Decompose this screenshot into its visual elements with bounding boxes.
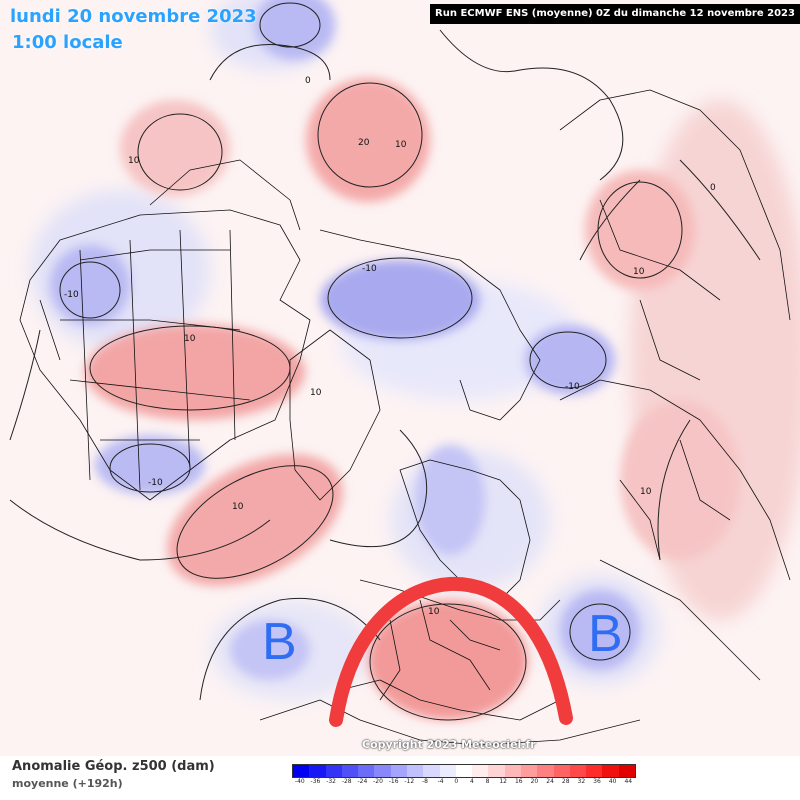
color-scale-tick: 24 xyxy=(546,778,554,785)
positive-anomaly-fields xyxy=(85,78,740,720)
color-scale-tick: -12 xyxy=(404,778,415,785)
anomaly-central-asia-ridge xyxy=(620,400,740,560)
color-scale-swatch xyxy=(439,765,456,777)
color-scale-swatch xyxy=(293,765,310,777)
color-scale-tick: 44 xyxy=(624,778,633,785)
contour-label: 10 xyxy=(395,140,407,150)
legend-footer: Anomalie Géop. z500 (dam) moyenne (+192h… xyxy=(0,756,800,800)
color-scale-tick: 40 xyxy=(608,778,617,785)
contour-label: 10 xyxy=(428,607,440,617)
color-scale-tick: -4 xyxy=(437,778,444,785)
color-scale-swatch xyxy=(537,765,554,777)
anomaly-north-pacific-ridge xyxy=(120,100,230,196)
contour-label: 10 xyxy=(640,487,652,497)
anomaly-siberia-ridge xyxy=(585,170,695,290)
color-scale: -40 -36 -32 -28 -24 -20 -16 -12 -8 -4 0 4 8 12 16 20 24 2… xyxy=(292,764,636,792)
copyright-notice: Copyright 2023 Meteociel.fr xyxy=(362,738,536,751)
contour-label: 10 xyxy=(184,334,196,344)
forecast-local-time: 1:00 locale xyxy=(12,32,123,53)
color-scale-swatch xyxy=(390,765,407,777)
color-scale-swatch xyxy=(406,765,424,777)
anomaly-pacific-trough xyxy=(50,245,130,325)
run-info-banner: Run ECMWF ENS (moyenne) 0Z du dimanche 1… xyxy=(430,4,800,24)
color-scale-tick: 28 xyxy=(561,778,570,785)
color-scale-swatch xyxy=(358,765,375,777)
anomaly-arctic-trough xyxy=(320,260,480,340)
color-scale-swatch xyxy=(374,765,391,777)
color-scale-tick: -40 xyxy=(294,778,305,785)
color-scale-tick: -32 xyxy=(326,778,336,785)
contour-label: 20 xyxy=(358,138,370,148)
anomaly-east-med-trough xyxy=(560,590,640,670)
contour-label: 10 xyxy=(633,267,645,277)
color-scale-tick: -36 xyxy=(310,778,321,785)
color-scale-swatch xyxy=(553,765,570,777)
contour-label: -10 xyxy=(64,290,79,300)
color-scale-tick: 8 xyxy=(485,778,490,785)
color-scale-tick: 36 xyxy=(593,778,601,785)
contour-label: 0 xyxy=(305,76,311,86)
color-scale-tick: 4 xyxy=(469,778,474,785)
anomaly-scandinavia-trough xyxy=(415,445,485,555)
anomaly-canada-ridge xyxy=(85,324,305,420)
color-scale-swatch xyxy=(341,765,359,777)
color-scale-tick: -8 xyxy=(421,778,428,785)
anomaly-bering-ridge xyxy=(306,78,430,202)
color-scale-swatch xyxy=(504,765,521,777)
low-pressure-marker-west: B xyxy=(262,613,297,671)
anomaly-mediterranean-ridge xyxy=(368,600,528,720)
anomaly-west-atlantic-trough xyxy=(230,620,310,680)
contour-label: 10 xyxy=(310,388,322,398)
contour-label: 0 xyxy=(710,183,716,193)
color-scale-tick: -28 xyxy=(341,778,352,785)
variable-title: Anomalie Géop. z500 (dam) xyxy=(12,759,215,774)
color-scale-swatch xyxy=(325,765,342,777)
variable-subtitle: moyenne (+192h) xyxy=(12,777,123,790)
color-scale-swatch xyxy=(569,765,587,777)
color-scale-tick: -20 xyxy=(373,778,383,785)
color-scale-tick: 20 xyxy=(530,778,539,785)
geopotential-contours xyxy=(9,2,761,721)
color-scale-swatch xyxy=(586,765,603,777)
color-scale-swatch xyxy=(602,765,619,777)
color-scale-tick: 0 xyxy=(454,778,459,785)
color-scale-tick: 32 xyxy=(577,778,586,785)
color-scale-tick: 12 xyxy=(499,778,507,785)
contour-labels: 0 10 10 20 10 0 -10 -10 10 -10 10 -10 10… xyxy=(64,76,716,617)
contour-label: -10 xyxy=(362,264,377,274)
ridge-highlight-arc xyxy=(329,576,573,727)
contour-label: 10 xyxy=(232,502,244,512)
negative-anomaly-fields xyxy=(50,0,640,680)
color-scale-swatch xyxy=(472,765,489,777)
color-scale-tick: 16 xyxy=(514,778,523,785)
color-scale-swatches xyxy=(292,764,636,778)
contour-label: -10 xyxy=(148,478,163,488)
color-scale-swatch xyxy=(423,765,440,777)
color-scale-swatch xyxy=(488,765,505,777)
color-scale-swatch xyxy=(309,765,326,777)
color-scale-swatch xyxy=(520,765,538,777)
contour-label: -10 xyxy=(565,382,580,392)
anomaly-barents-trough xyxy=(525,325,615,395)
low-pressure-marker-east: B xyxy=(588,605,623,663)
color-scale-tick: -16 xyxy=(388,778,399,785)
anomaly-atlantic-ridge xyxy=(167,454,343,586)
forecast-date: lundi 20 novembre 2023 xyxy=(10,6,257,27)
color-scale-ticks: -40 -36 -32 -28 -24 -20 -16 -12 -8 -4 0 4 8 12 16 20 24 2… xyxy=(292,778,636,790)
color-scale-tick: -24 xyxy=(357,778,368,785)
color-scale-swatch xyxy=(618,765,635,777)
color-scale-swatch xyxy=(455,765,473,777)
contour-label: 10 xyxy=(128,156,140,166)
